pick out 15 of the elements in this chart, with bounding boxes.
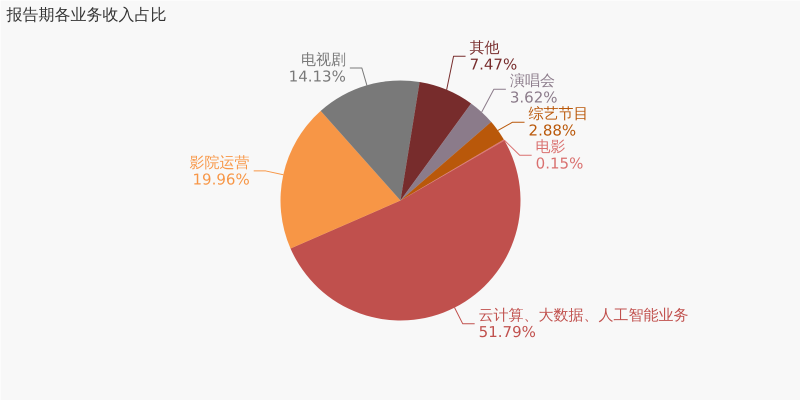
- slice-label: 演唱会: [510, 72, 555, 90]
- data-label: 0.15%: [536, 154, 584, 173]
- data-label: 3.62%: [510, 88, 558, 107]
- slice-label: 其他: [470, 38, 500, 57]
- data-label: 2.88%: [528, 122, 576, 140]
- slice-label: 综艺节目: [528, 104, 589, 123]
- slice-label: 电视剧: [300, 50, 346, 69]
- slice-label: 电影: [536, 138, 566, 156]
- slice-label: 云计算、大数据、人工智能业务: [478, 306, 689, 324]
- slice-label: 影院运营: [190, 153, 250, 172]
- data-label: 19.96%: [192, 170, 250, 188]
- data-label: 51.79%: [478, 323, 536, 342]
- data-label: 7.47%: [470, 56, 518, 74]
- data-label: 14.13%: [288, 68, 346, 86]
- chart-title: 报告期各业务收入占比: [6, 5, 166, 24]
